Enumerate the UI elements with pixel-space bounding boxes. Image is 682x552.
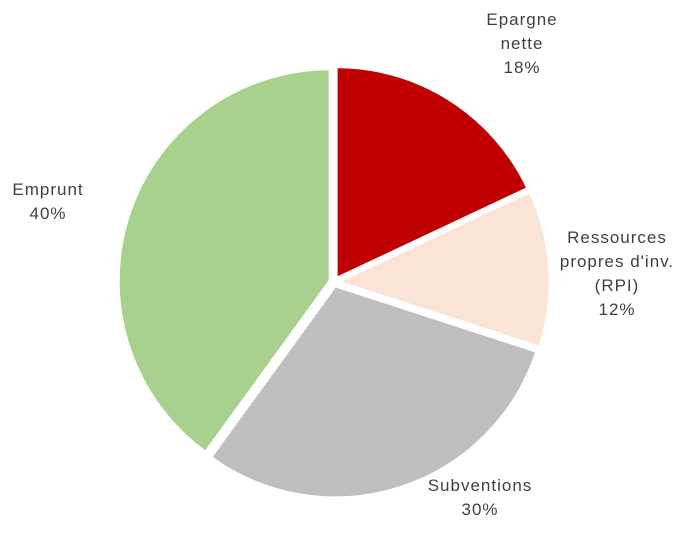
- category-label: Ressources propres d'inv. (RPI): [559, 228, 675, 295]
- pie-slice: [116, 67, 332, 455]
- pie-slice: [333, 189, 552, 350]
- slice-label: Epargne nette 18%: [472, 8, 572, 80]
- value-label: 18%: [503, 58, 541, 77]
- pie-slice: [208, 284, 539, 500]
- slice-label: Ressources propres d'inv. (RPI) 12%: [552, 226, 682, 322]
- slice-label: Subventions 30%: [405, 474, 555, 522]
- category-label: Subventions: [427, 476, 533, 495]
- slice-label: Emprunt 40%: [0, 178, 98, 226]
- category-label: Emprunt: [12, 180, 84, 199]
- value-label: 40%: [29, 204, 67, 223]
- value-label: 30%: [461, 500, 499, 519]
- category-label: Epargne nette: [486, 10, 558, 53]
- value-label: 12%: [598, 300, 636, 319]
- pie-slice: [334, 65, 530, 281]
